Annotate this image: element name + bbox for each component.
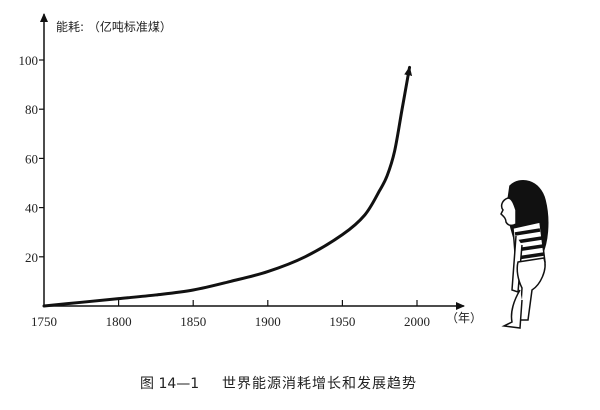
x-tick-label: 2000 xyxy=(404,314,430,329)
chart-title: 世界能源消耗增长和发展趋势 xyxy=(222,376,417,392)
x-axis-label: （年） xyxy=(446,311,482,325)
x-tick-label: 1800 xyxy=(106,314,132,329)
y-tick-label: 100 xyxy=(19,53,39,68)
x-tick-label: 1950 xyxy=(329,314,355,329)
y-axis-label: 能耗: （亿吨标准煤） xyxy=(56,19,172,34)
axes xyxy=(40,13,465,310)
caption: 图 14—1 世界能源消耗增长和发展趋势 xyxy=(140,376,417,392)
y-tick-label: 20 xyxy=(25,250,38,265)
x-tick-label: 1750 xyxy=(31,314,57,329)
y-tick-label: 80 xyxy=(25,102,38,117)
figure-number: 图 14—1 xyxy=(140,376,199,392)
y-tick-label: 40 xyxy=(25,201,38,216)
series-line xyxy=(42,65,413,308)
x-tick-label: 1850 xyxy=(180,314,206,329)
y-tick-label: 60 xyxy=(25,151,38,166)
x-tick-label: 1900 xyxy=(255,314,281,329)
girl-looking-up-icon xyxy=(500,180,549,329)
